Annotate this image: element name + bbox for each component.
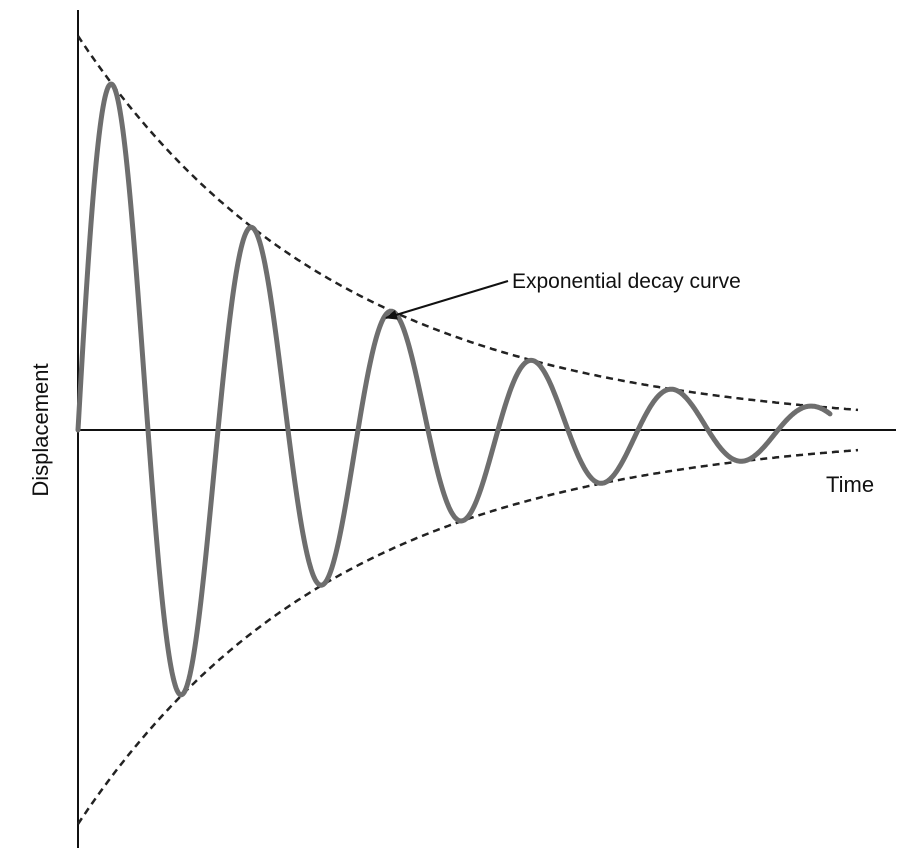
x-axis-label: Time <box>826 472 874 497</box>
upper-decay-envelope <box>76 35 859 412</box>
annotation-label: Exponential decay curve <box>512 270 741 293</box>
y-axis-label: Displacement <box>28 363 53 496</box>
annotation-arrow <box>385 280 509 320</box>
damped-oscillation-wave <box>75 81 833 698</box>
